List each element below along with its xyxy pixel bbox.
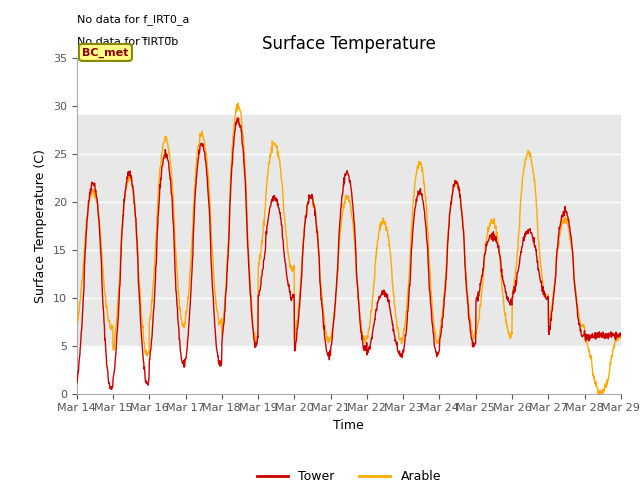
Tower xyxy=(434,350,442,356)
Text: No data for f̅IRT0̅b: No data for f̅IRT0̅b xyxy=(77,37,178,48)
Title: Surface Temperature: Surface Temperature xyxy=(262,35,436,53)
Arable xyxy=(434,338,442,344)
Line: Arable: Arable xyxy=(77,103,621,394)
Arable xyxy=(505,331,513,337)
Arable xyxy=(180,320,188,325)
Line: Tower: Tower xyxy=(77,118,621,389)
Tower xyxy=(234,115,241,121)
Legend: Tower, Arable: Tower, Arable xyxy=(252,465,446,480)
Tower xyxy=(255,288,263,294)
Text: BC_met: BC_met xyxy=(82,48,129,58)
Tower xyxy=(108,386,115,392)
Arable xyxy=(234,100,242,106)
Tower xyxy=(553,249,561,254)
Bar xyxy=(77,115,621,346)
Tower xyxy=(73,380,81,386)
Tower xyxy=(505,299,513,304)
Text: No data for f_IRT0_a: No data for f_IRT0_a xyxy=(77,14,189,25)
Tower xyxy=(195,156,202,162)
Y-axis label: Surface Temperature (C): Surface Temperature (C) xyxy=(35,149,47,302)
Arable xyxy=(595,391,602,396)
Arable xyxy=(553,255,561,261)
Arable xyxy=(73,319,81,325)
Tower xyxy=(617,332,625,337)
Arable xyxy=(617,335,625,341)
X-axis label: Time: Time xyxy=(333,419,364,432)
Tower xyxy=(181,359,189,365)
Arable xyxy=(255,262,263,268)
Arable xyxy=(194,145,202,151)
